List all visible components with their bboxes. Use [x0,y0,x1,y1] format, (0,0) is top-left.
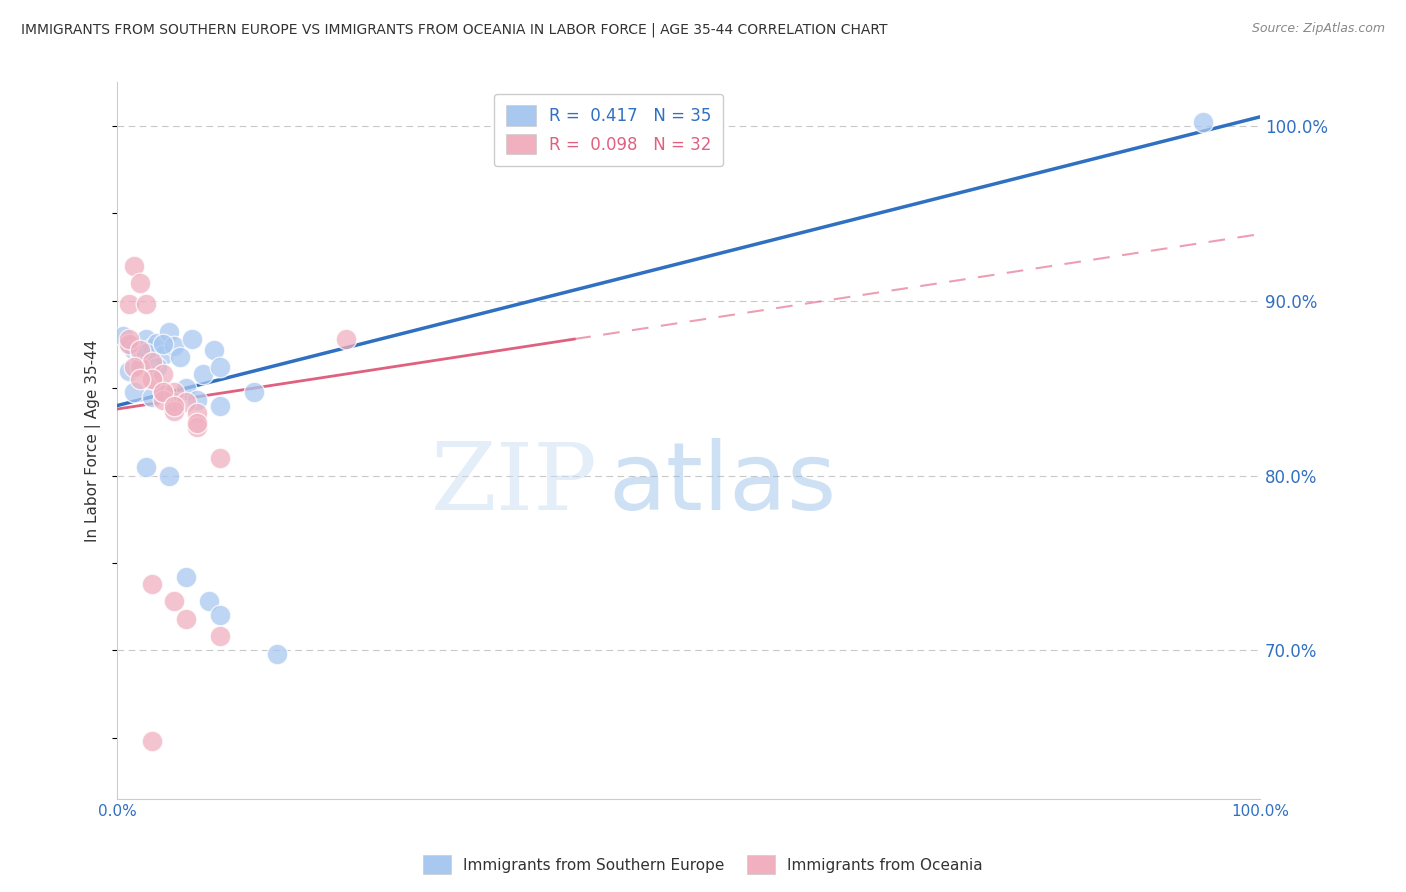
Point [163,384,186,399]
Point [129,276,152,290]
Point [163,399,186,413]
Point [146,335,169,350]
Point [141,355,163,369]
Text: IMMIGRANTS FROM SOUTHERN EUROPE VS IMMIGRANTS FROM OCEANIA IN LABOR FORCE | AGE : IMMIGRANTS FROM SOUTHERN EUROPE VS IMMIG… [21,22,887,37]
Y-axis label: In Labor Force | Age 35-44: In Labor Force | Age 35-44 [86,339,101,541]
Point [209,608,232,623]
Legend: R =  0.417   N = 35, R =  0.098   N = 32: R = 0.417 N = 35, R = 0.098 N = 32 [494,94,723,166]
Point [174,381,197,395]
Point [135,297,157,311]
Point [129,350,152,364]
Point [129,343,152,357]
Point [118,337,141,351]
Point [163,399,186,413]
Point [135,346,157,360]
Point [135,459,157,474]
Point [174,570,197,584]
Point [152,337,174,351]
Point [141,734,163,748]
Point [152,393,174,408]
Point [266,647,288,661]
Point [141,341,163,355]
Point [1191,115,1213,129]
Point [124,384,146,399]
Point [118,363,141,377]
Point [169,350,191,364]
Point [135,332,157,346]
Text: atlas: atlas [609,438,837,530]
Point [157,325,180,339]
Point [124,359,146,374]
Point [209,450,232,465]
Text: ZIP: ZIP [430,439,598,529]
Point [209,399,232,413]
Point [124,259,146,273]
Point [124,343,146,357]
Legend: Immigrants from Southern Europe, Immigrants from Oceania: Immigrants from Southern Europe, Immigra… [418,849,988,880]
Point [146,359,169,374]
Text: Source: ZipAtlas.com: Source: ZipAtlas.com [1251,22,1385,36]
Point [152,367,174,381]
Point [129,359,152,374]
Point [163,339,186,353]
Point [141,372,163,386]
Point [186,393,208,408]
Point [243,384,266,399]
Point [197,594,219,608]
Point [152,384,174,399]
Point [335,332,357,346]
Point [111,328,134,343]
Point [118,337,141,351]
Point [141,577,163,591]
Point [174,612,197,626]
Point [186,405,208,419]
Point [202,343,225,357]
Point [129,372,152,386]
Point [118,332,141,346]
Point [209,630,232,644]
Point [180,332,202,346]
Point [174,395,197,409]
Point [163,594,186,608]
Point [118,297,141,311]
Point [157,468,180,483]
Point [163,404,186,418]
Point [186,416,208,430]
Point [209,359,232,374]
Point [152,384,174,399]
Point [152,348,174,362]
Point [152,384,174,399]
Point [186,419,208,434]
Point [129,355,152,369]
Point [191,367,214,381]
Point [163,395,186,409]
Point [141,372,163,386]
Point [141,390,163,404]
